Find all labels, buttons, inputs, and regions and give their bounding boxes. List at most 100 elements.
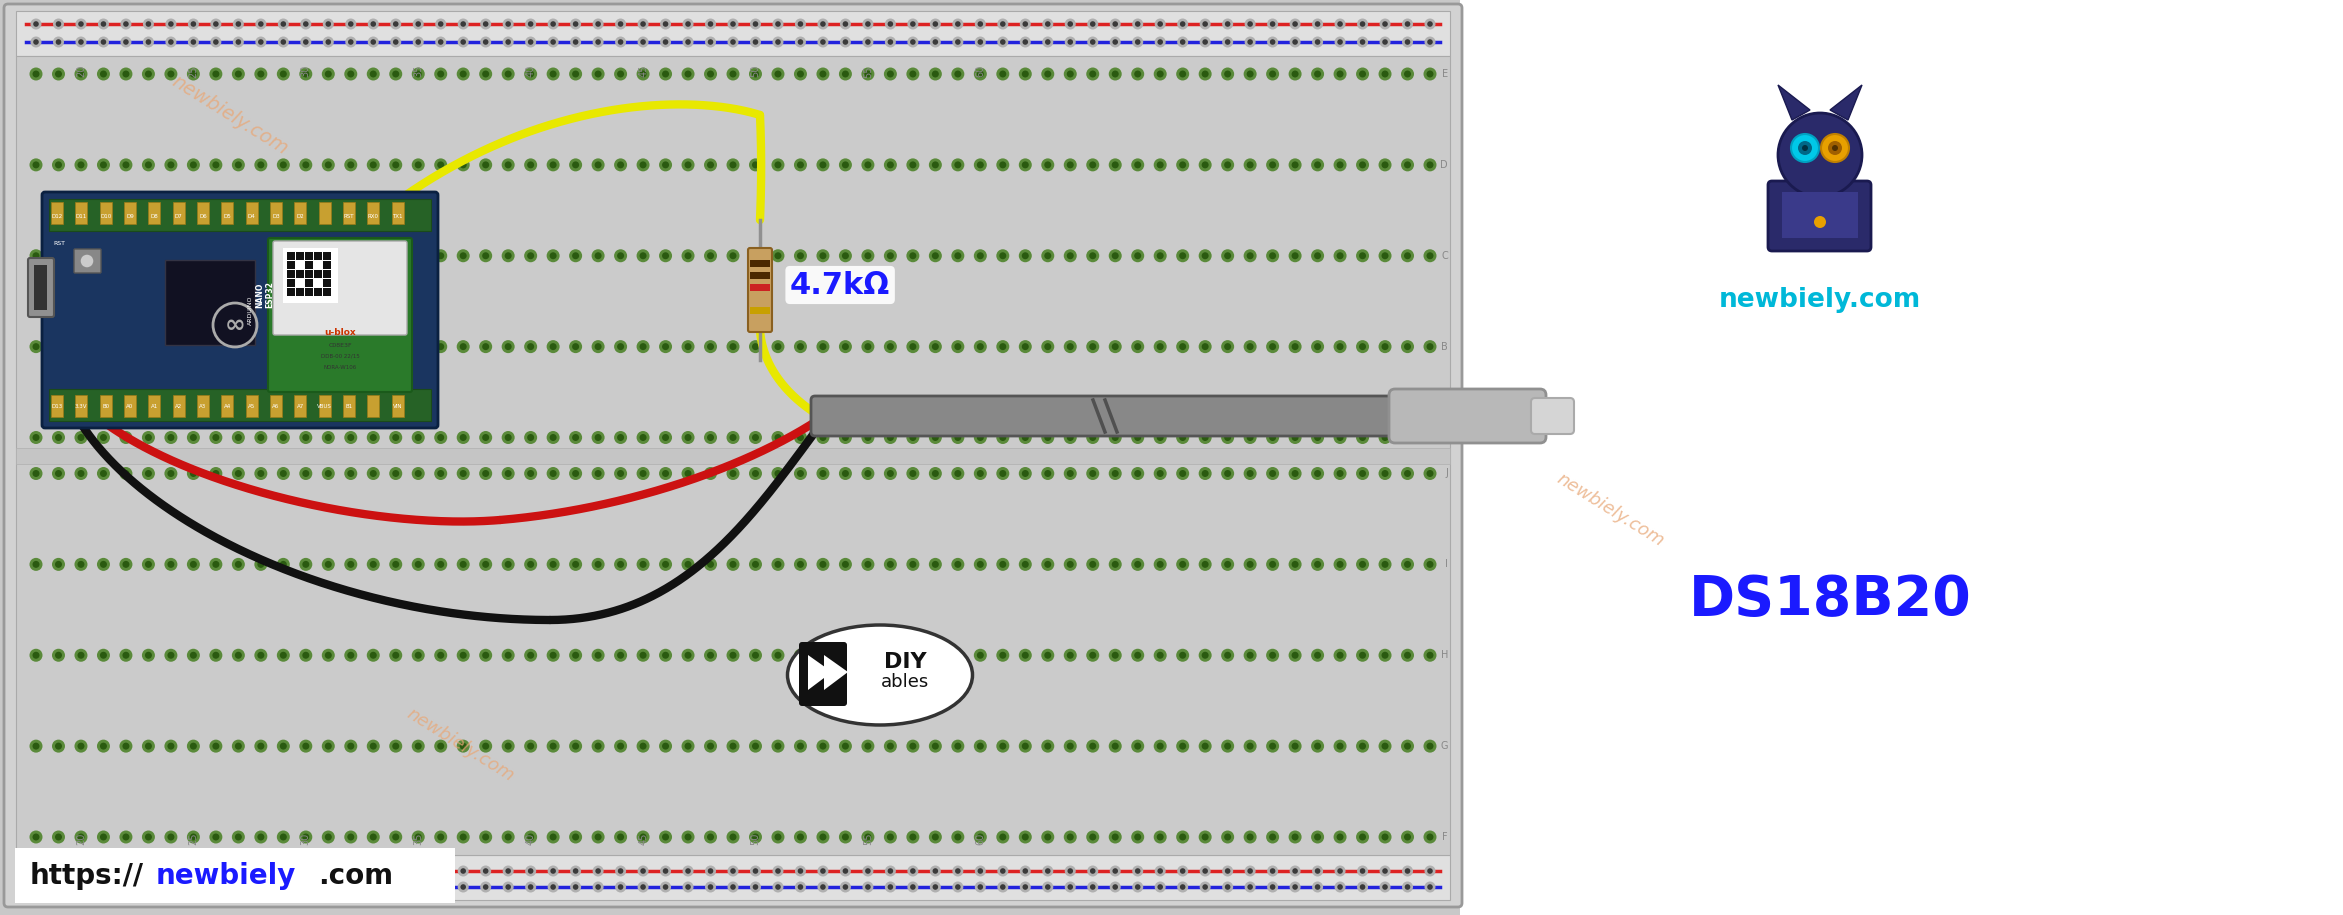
Circle shape bbox=[928, 431, 942, 444]
Circle shape bbox=[663, 743, 670, 749]
Circle shape bbox=[1066, 470, 1073, 477]
Circle shape bbox=[907, 249, 918, 263]
Circle shape bbox=[1111, 37, 1120, 48]
Text: B0: B0 bbox=[103, 404, 110, 408]
Circle shape bbox=[1066, 651, 1073, 659]
Circle shape bbox=[255, 431, 267, 444]
Circle shape bbox=[1066, 561, 1073, 568]
Circle shape bbox=[776, 651, 783, 659]
Circle shape bbox=[52, 431, 66, 444]
Circle shape bbox=[412, 18, 424, 29]
Circle shape bbox=[771, 340, 785, 353]
Circle shape bbox=[773, 37, 783, 48]
Bar bbox=[286, 270, 295, 278]
Circle shape bbox=[1270, 470, 1277, 477]
Circle shape bbox=[276, 158, 291, 171]
Circle shape bbox=[820, 651, 827, 659]
Circle shape bbox=[326, 743, 333, 749]
Circle shape bbox=[954, 434, 961, 441]
Circle shape bbox=[1270, 434, 1277, 441]
Circle shape bbox=[841, 743, 848, 749]
Circle shape bbox=[211, 37, 220, 48]
Circle shape bbox=[1045, 743, 1052, 749]
Circle shape bbox=[1087, 68, 1099, 81]
Circle shape bbox=[300, 649, 312, 662]
Circle shape bbox=[928, 340, 942, 353]
Circle shape bbox=[614, 158, 628, 171]
Circle shape bbox=[96, 340, 110, 353]
Circle shape bbox=[527, 21, 534, 27]
Circle shape bbox=[52, 249, 66, 263]
Circle shape bbox=[1223, 18, 1232, 29]
Circle shape bbox=[234, 253, 241, 259]
Circle shape bbox=[616, 343, 623, 350]
Bar bbox=[16, 56, 1450, 855]
Circle shape bbox=[433, 340, 448, 353]
Circle shape bbox=[1113, 21, 1118, 27]
Text: https://: https:// bbox=[30, 862, 143, 890]
Circle shape bbox=[1019, 340, 1031, 353]
Circle shape bbox=[75, 68, 87, 81]
Text: C08E3F: C08E3F bbox=[328, 343, 351, 348]
Circle shape bbox=[1179, 161, 1186, 168]
Circle shape bbox=[773, 881, 783, 892]
Circle shape bbox=[909, 561, 916, 568]
Circle shape bbox=[551, 39, 555, 45]
Circle shape bbox=[1223, 161, 1230, 168]
Circle shape bbox=[391, 37, 401, 48]
Bar bbox=[319, 395, 330, 417]
Circle shape bbox=[211, 866, 220, 877]
Circle shape bbox=[1223, 651, 1230, 659]
Circle shape bbox=[234, 161, 241, 168]
Circle shape bbox=[1111, 470, 1118, 477]
Circle shape bbox=[682, 649, 694, 662]
Circle shape bbox=[483, 161, 490, 168]
Circle shape bbox=[187, 340, 199, 353]
Bar bbox=[197, 395, 209, 417]
Circle shape bbox=[255, 739, 267, 753]
Bar bbox=[368, 395, 380, 417]
Circle shape bbox=[300, 431, 312, 444]
Circle shape bbox=[1382, 651, 1389, 659]
Circle shape bbox=[527, 651, 534, 659]
Circle shape bbox=[954, 161, 961, 168]
Circle shape bbox=[907, 158, 918, 171]
Circle shape bbox=[794, 431, 806, 444]
Circle shape bbox=[1176, 249, 1190, 263]
Bar bbox=[197, 202, 209, 224]
Circle shape bbox=[75, 881, 87, 892]
Circle shape bbox=[1200, 866, 1211, 877]
Circle shape bbox=[412, 431, 424, 444]
Circle shape bbox=[794, 649, 806, 662]
Circle shape bbox=[1336, 343, 1343, 350]
Circle shape bbox=[614, 68, 628, 81]
Circle shape bbox=[548, 881, 558, 892]
Circle shape bbox=[977, 161, 984, 168]
Circle shape bbox=[862, 431, 874, 444]
Circle shape bbox=[1333, 158, 1347, 171]
Circle shape bbox=[101, 834, 108, 841]
Circle shape bbox=[726, 866, 738, 877]
Circle shape bbox=[862, 558, 874, 571]
Circle shape bbox=[771, 831, 785, 844]
Circle shape bbox=[77, 434, 84, 441]
Circle shape bbox=[213, 651, 220, 659]
Circle shape bbox=[501, 158, 515, 171]
Circle shape bbox=[977, 21, 984, 27]
Circle shape bbox=[145, 161, 152, 168]
Circle shape bbox=[708, 434, 715, 441]
Circle shape bbox=[1425, 649, 1436, 662]
Circle shape bbox=[865, 470, 872, 477]
Circle shape bbox=[56, 39, 61, 45]
Circle shape bbox=[1270, 21, 1275, 27]
Circle shape bbox=[1153, 649, 1167, 662]
Circle shape bbox=[1157, 868, 1162, 874]
Circle shape bbox=[77, 884, 84, 889]
Circle shape bbox=[1312, 68, 1324, 81]
Circle shape bbox=[731, 884, 736, 889]
Circle shape bbox=[865, 743, 872, 749]
Circle shape bbox=[637, 866, 649, 877]
Circle shape bbox=[1108, 249, 1122, 263]
Circle shape bbox=[933, 868, 937, 874]
Circle shape bbox=[1202, 161, 1209, 168]
